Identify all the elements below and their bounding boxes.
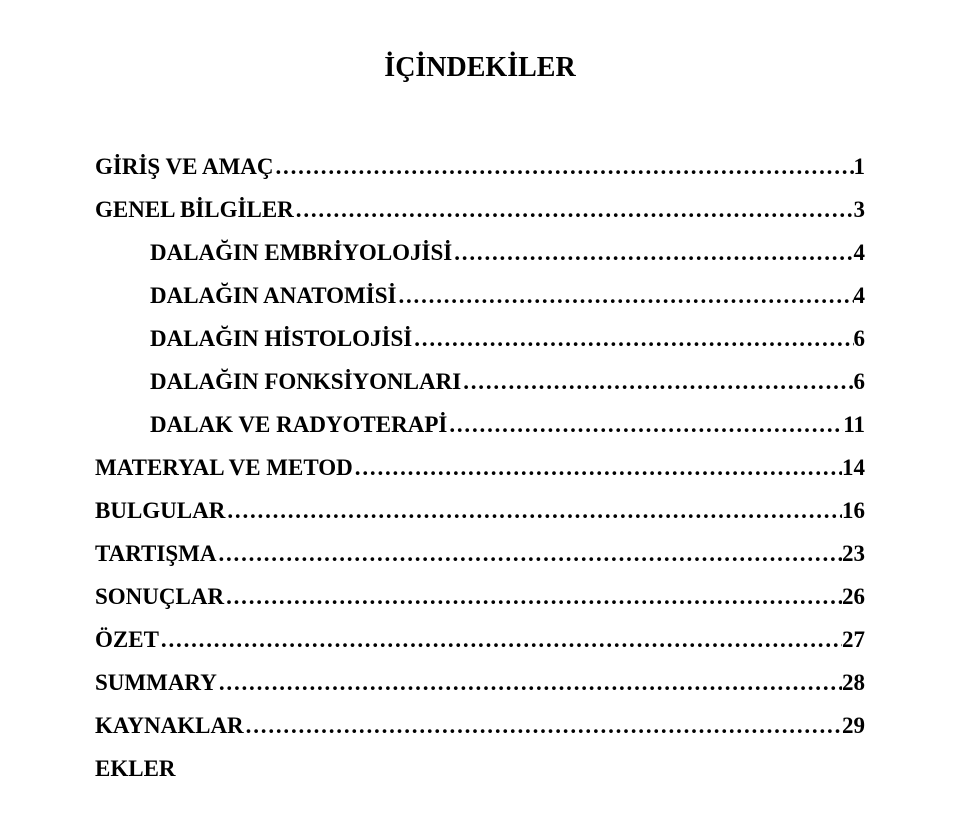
- toc-leader: ........................................…: [461, 369, 853, 395]
- toc-title: İÇİNDEKİLER: [95, 52, 865, 84]
- toc-label: ÖZET: [95, 627, 159, 653]
- toc-entry: KAYNAKLAR...............................…: [95, 713, 865, 739]
- toc-leader: ........................................…: [244, 713, 842, 739]
- toc-label: DALAĞIN HİSTOLOJİSİ: [150, 326, 412, 352]
- toc-leader: ........................................…: [294, 197, 854, 223]
- toc-entry: SONUÇLAR................................…: [95, 584, 865, 610]
- toc-label: GİRİŞ VE AMAÇ: [95, 154, 274, 180]
- toc-leader: ........................................…: [353, 455, 842, 481]
- toc-leader: ........................................…: [225, 498, 842, 524]
- toc-label: SONUÇLAR: [95, 584, 224, 610]
- toc-label: EKLER: [95, 756, 176, 782]
- toc-entry: DALAK VE RADYOTERAPİ....................…: [95, 412, 865, 438]
- toc-entry: EKLER...................................…: [95, 756, 865, 782]
- toc-leader: ........................................…: [396, 283, 853, 309]
- toc-label: DALAĞIN FONKSİYONLARI: [150, 369, 461, 395]
- toc-leader: ........................................…: [412, 326, 853, 352]
- toc-page: 14: [842, 455, 865, 481]
- toc-page: 6: [854, 369, 866, 395]
- toc-label: KAYNAKLAR: [95, 713, 244, 739]
- toc-page: 4: [854, 240, 866, 266]
- toc-page: 27: [842, 627, 865, 653]
- toc-entry: GİRİŞ VE AMAÇ...........................…: [95, 154, 865, 180]
- toc-label: DALAĞIN ANATOMİSİ: [150, 283, 396, 309]
- toc-leader: ........................................…: [224, 584, 842, 610]
- toc-entry: BULGULAR................................…: [95, 498, 865, 524]
- toc-entry: DALAĞIN HİSTOLOJİSİ.....................…: [95, 326, 865, 352]
- toc-page: 29: [842, 713, 865, 739]
- toc-leader: ........................................…: [216, 541, 842, 567]
- toc-entry: SUMMARY.................................…: [95, 670, 865, 696]
- toc-entry: DALAĞIN FONKSİYONLARI...................…: [95, 369, 865, 395]
- toc-label: DALAK VE RADYOTERAPİ: [150, 412, 447, 438]
- toc-page: 6: [854, 326, 866, 352]
- toc-entry: GENEL BİLGİLER..........................…: [95, 197, 865, 223]
- toc-leader: ........................................…: [274, 154, 854, 180]
- toc-page: 16: [842, 498, 865, 524]
- toc-leader: ........................................…: [159, 627, 842, 653]
- toc-page: 28: [842, 670, 865, 696]
- toc-leader: ........................................…: [452, 240, 853, 266]
- toc-label: DALAĞIN EMBRİYOLOJİSİ: [150, 240, 452, 266]
- toc-label: SUMMARY: [95, 670, 217, 696]
- toc-label: GENEL BİLGİLER: [95, 197, 294, 223]
- toc-entry: DALAĞIN ANATOMİSİ.......................…: [95, 283, 865, 309]
- toc-label: BULGULAR: [95, 498, 225, 524]
- toc-entry: DALAĞIN EMBRİYOLOJİSİ...................…: [95, 240, 865, 266]
- toc-leader: ........................................…: [447, 412, 843, 438]
- toc-page: 1: [854, 154, 866, 180]
- toc-entry: MATERYAL VE METOD.......................…: [95, 455, 865, 481]
- toc-page: 26: [842, 584, 865, 610]
- toc-label: TARTIŞMA: [95, 541, 216, 567]
- toc-entry: TARTIŞMA................................…: [95, 541, 865, 567]
- toc-entry: ÖZET....................................…: [95, 627, 865, 653]
- toc-page: 11: [843, 412, 865, 438]
- toc-list: GİRİŞ VE AMAÇ...........................…: [95, 154, 865, 782]
- toc-page: 4: [854, 283, 866, 309]
- toc-page: 3: [854, 197, 866, 223]
- toc-page: 23: [842, 541, 865, 567]
- toc-label: MATERYAL VE METOD: [95, 455, 353, 481]
- toc-leader: ........................................…: [217, 670, 842, 696]
